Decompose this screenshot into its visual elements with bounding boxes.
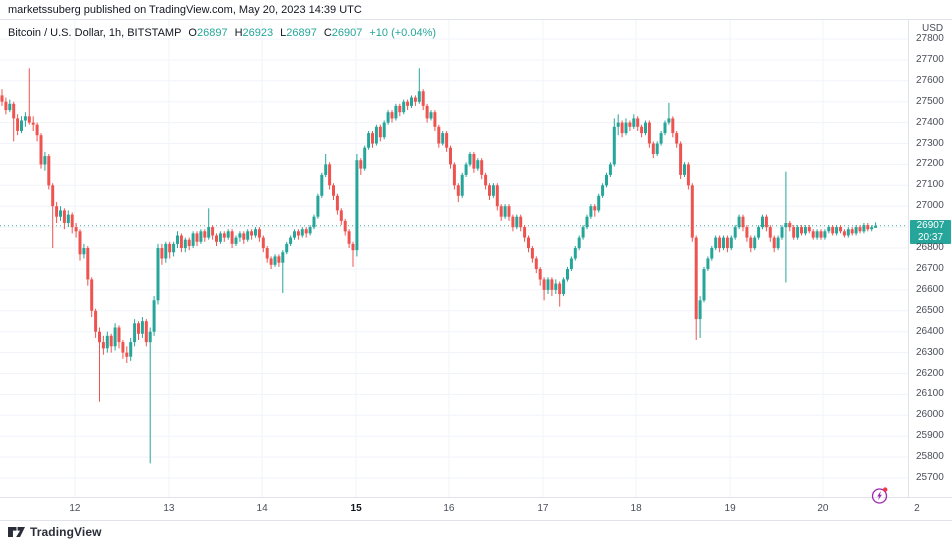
price-axis[interactable]: USD 26907 20:37 27800 27700 27600 27500 2740… bbox=[908, 20, 952, 497]
notification-dot bbox=[883, 487, 888, 492]
time-axis-label: 17 bbox=[537, 503, 549, 514]
time-axis-label: 12 bbox=[69, 503, 81, 514]
time-axis[interactable]: 12 13 14 15 16 17 18 19 20 2 bbox=[0, 497, 952, 520]
price-axis-label: 25900 bbox=[916, 430, 944, 442]
price-axis-label: 27800 bbox=[916, 33, 944, 44]
tradingview-logo-icon bbox=[8, 526, 25, 537]
price-axis-label: 26500 bbox=[916, 304, 944, 316]
price-axis-label: 26400 bbox=[916, 325, 944, 337]
time-axis-label: 19 bbox=[724, 503, 736, 514]
tradingview-logo[interactable]: TradingView bbox=[8, 525, 102, 539]
candlestick-chart[interactable] bbox=[0, 20, 908, 497]
price-axis-label: 27600 bbox=[916, 74, 944, 86]
legend-low: L26897 bbox=[280, 27, 317, 39]
price-axis-label: 25800 bbox=[916, 451, 944, 463]
price-axis-label: 26100 bbox=[916, 388, 944, 400]
price-axis-label: 27100 bbox=[916, 179, 944, 191]
time-axis-label: 16 bbox=[443, 503, 455, 514]
footer-bar: TradingView bbox=[0, 520, 952, 542]
lightning-circle-icon bbox=[871, 487, 888, 504]
price-axis-label: 27300 bbox=[916, 137, 944, 149]
legend-close: C26907 bbox=[323, 27, 363, 39]
price-axis-label: 27000 bbox=[916, 200, 944, 212]
price-axis-label: 27700 bbox=[916, 53, 944, 65]
price-axis-label: 26200 bbox=[916, 367, 944, 379]
bar-countdown: 20:37 bbox=[917, 231, 944, 243]
time-axis-label: 20 bbox=[817, 503, 829, 514]
price-axis-label: 27500 bbox=[916, 95, 944, 107]
legend-open: O26897 bbox=[188, 27, 228, 39]
legend-high: H26923 bbox=[234, 27, 274, 39]
quick-action-button[interactable] bbox=[869, 485, 891, 507]
chart-legend: Bitcoin / U.S. Dollar, 1h, BITSTAMP O268… bbox=[8, 27, 436, 39]
last-price-badge: 26907 20:37 bbox=[910, 219, 951, 244]
price-axis-label: 26000 bbox=[916, 409, 944, 421]
price-axis-label: 26600 bbox=[916, 283, 944, 295]
time-axis-label: 13 bbox=[163, 503, 175, 514]
price-axis-label: 26300 bbox=[916, 346, 944, 358]
snapshot-header: marketssuberg published on TradingView.c… bbox=[0, 0, 952, 20]
legend-change: +10 (+0.04%) bbox=[369, 27, 437, 39]
price-axis-label: 27400 bbox=[916, 116, 944, 128]
currency-label: USD bbox=[922, 23, 944, 34]
symbol-title: Bitcoin / U.S. Dollar, 1h, BITSTAMP bbox=[8, 27, 182, 39]
time-axis-label: 15 bbox=[350, 503, 362, 514]
time-axis-label: 18 bbox=[630, 503, 642, 514]
snapshot-attribution: marketssuberg published on TradingView.c… bbox=[8, 3, 362, 16]
price-axis-label: 25700 bbox=[916, 472, 944, 483]
last-price-value: 26907 bbox=[916, 219, 945, 231]
time-axis-label: 14 bbox=[256, 503, 268, 514]
price-axis-label: 26700 bbox=[916, 263, 944, 274]
time-axis-label: 2 bbox=[914, 503, 920, 514]
lightning-bolt-icon bbox=[877, 491, 882, 501]
price-axis-label: 26800 bbox=[916, 242, 944, 253]
tradingview-logo-text: TradingView bbox=[30, 524, 102, 539]
price-axis-label: 27200 bbox=[916, 158, 944, 170]
chart-pane[interactable]: Bitcoin / U.S. Dollar, 1h, BITSTAMP O268… bbox=[0, 20, 908, 497]
